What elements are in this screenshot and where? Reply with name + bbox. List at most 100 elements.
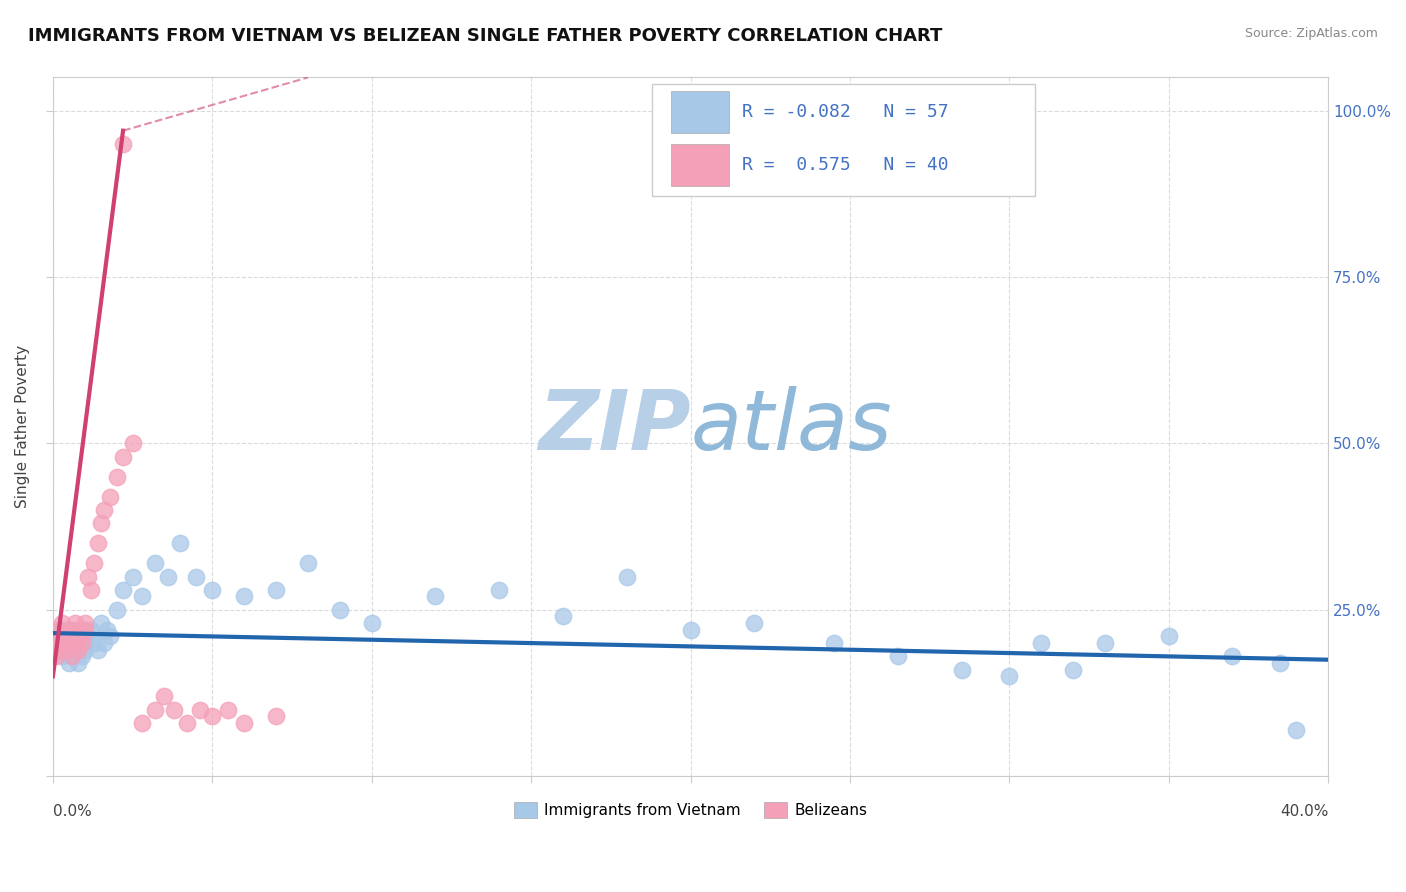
Point xyxy=(887,649,910,664)
Point xyxy=(48,642,70,657)
Point xyxy=(93,503,115,517)
Point xyxy=(264,709,287,723)
Point xyxy=(70,629,93,643)
Point xyxy=(70,649,93,664)
Point xyxy=(1062,663,1084,677)
Point xyxy=(143,556,166,570)
Point xyxy=(201,709,224,723)
Point xyxy=(998,669,1021,683)
Point xyxy=(51,649,73,664)
Point xyxy=(67,623,90,637)
Point xyxy=(950,663,973,677)
Point xyxy=(1157,629,1180,643)
Text: R =  0.575   N = 40: R = 0.575 N = 40 xyxy=(741,156,948,174)
Point xyxy=(58,636,80,650)
Point xyxy=(1222,649,1244,664)
Point xyxy=(70,636,93,650)
Point xyxy=(83,556,105,570)
Text: Source: ZipAtlas.com: Source: ZipAtlas.com xyxy=(1244,27,1378,40)
Point xyxy=(55,642,77,657)
Point xyxy=(329,603,352,617)
Point xyxy=(51,616,73,631)
Point xyxy=(67,656,90,670)
Point xyxy=(121,569,143,583)
Point xyxy=(93,636,115,650)
Point xyxy=(58,623,80,637)
Point xyxy=(65,636,87,650)
Point xyxy=(48,636,70,650)
Point xyxy=(112,450,135,464)
Point xyxy=(156,569,179,583)
Point xyxy=(143,703,166,717)
Point xyxy=(551,609,574,624)
Point xyxy=(51,636,73,650)
Point xyxy=(80,623,103,637)
Point xyxy=(60,629,83,643)
Point xyxy=(60,623,83,637)
Point xyxy=(48,623,70,637)
Bar xyxy=(672,144,728,186)
Point xyxy=(67,636,90,650)
Point xyxy=(60,649,83,664)
Point xyxy=(112,582,135,597)
Point xyxy=(105,603,128,617)
Text: 0.0%: 0.0% xyxy=(53,804,91,819)
Point xyxy=(45,642,67,657)
Point xyxy=(60,649,83,664)
Point xyxy=(1031,636,1053,650)
Point xyxy=(1285,723,1308,737)
Point xyxy=(77,629,100,643)
Point xyxy=(55,642,77,657)
Point xyxy=(98,490,121,504)
Point xyxy=(65,616,87,631)
Text: IMMIGRANTS FROM VIETNAM VS BELIZEAN SINGLE FATHER POVERTY CORRELATION CHART: IMMIGRANTS FROM VIETNAM VS BELIZEAN SING… xyxy=(28,27,942,45)
Text: ZIP: ZIP xyxy=(538,386,690,467)
Point xyxy=(65,629,87,643)
Point xyxy=(51,623,73,637)
Point xyxy=(176,715,198,730)
Point xyxy=(163,703,186,717)
Point xyxy=(297,556,319,570)
Point xyxy=(73,642,96,657)
Text: atlas: atlas xyxy=(690,386,893,467)
Point xyxy=(742,616,765,631)
Point xyxy=(233,715,256,730)
Point xyxy=(823,636,845,650)
Point xyxy=(65,642,87,657)
Bar xyxy=(672,91,728,133)
Point xyxy=(58,656,80,670)
Point xyxy=(264,582,287,597)
Point xyxy=(217,703,239,717)
FancyBboxPatch shape xyxy=(652,85,1035,196)
Legend: Immigrants from Vietnam, Belizeans: Immigrants from Vietnam, Belizeans xyxy=(508,797,873,824)
Point xyxy=(73,616,96,631)
Point xyxy=(188,703,211,717)
Point xyxy=(67,642,90,657)
Point xyxy=(153,690,176,704)
Text: 40.0%: 40.0% xyxy=(1279,804,1329,819)
Point xyxy=(186,569,208,583)
Point xyxy=(86,642,108,657)
Point xyxy=(58,636,80,650)
Point xyxy=(233,590,256,604)
Point xyxy=(73,623,96,637)
Point xyxy=(425,590,447,604)
Y-axis label: Single Father Poverty: Single Father Poverty xyxy=(15,345,30,508)
Point xyxy=(1270,656,1292,670)
Point xyxy=(488,582,510,597)
Point xyxy=(80,582,103,597)
Point xyxy=(169,536,191,550)
Point xyxy=(55,629,77,643)
Point xyxy=(360,616,382,631)
Point xyxy=(45,636,67,650)
Point xyxy=(83,636,105,650)
Point xyxy=(1094,636,1116,650)
Point xyxy=(55,629,77,643)
Point xyxy=(112,136,135,151)
Point xyxy=(131,715,153,730)
Point xyxy=(201,582,224,597)
Point xyxy=(96,623,118,637)
Point xyxy=(73,636,96,650)
Point xyxy=(70,623,93,637)
Point xyxy=(131,590,153,604)
